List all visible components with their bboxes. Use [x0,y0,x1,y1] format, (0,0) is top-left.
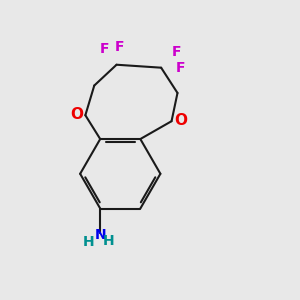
Text: O: O [70,107,83,122]
Text: F: F [176,61,185,75]
Text: O: O [174,113,187,128]
Text: F: F [99,42,109,56]
Text: H: H [103,234,114,248]
Text: N: N [94,228,106,242]
Text: F: F [172,45,182,59]
Text: F: F [115,40,124,54]
Text: H: H [83,235,95,249]
